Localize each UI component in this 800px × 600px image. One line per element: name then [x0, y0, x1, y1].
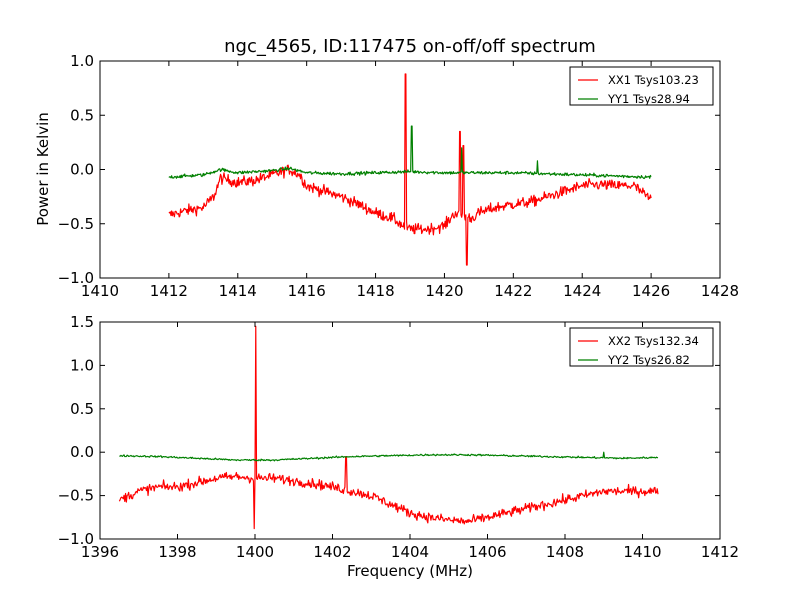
x-tick-label: 1404	[391, 543, 429, 561]
x-axis-label: Frequency (MHz)	[347, 562, 473, 580]
chart-title: ngc_4565, ID:117475 on-off/off spectrum	[224, 36, 596, 57]
y-tick-label: 0.5	[70, 106, 94, 124]
legend-entry-label: XX2 Tsys132.34	[608, 334, 699, 348]
series-line-yy2-tsys26-82	[119, 451, 659, 462]
legend-entry-label: YY2 Tsys26.82	[607, 353, 690, 367]
series-line-yy1-tsys28-94	[168, 125, 652, 180]
y-tick-label: −0.5	[58, 487, 94, 505]
x-tick-label: 1426	[632, 282, 670, 300]
x-tick-label: 1412	[701, 543, 739, 561]
top-panel: 1410 1412 1414 1416 1418 1420 1422 1424 1426 1428…	[58, 52, 740, 300]
x-tick-label: 1422	[494, 282, 532, 300]
y-tick-label: 0.5	[70, 400, 94, 418]
y-tick-label: 1.5	[70, 313, 94, 331]
y-tick-label: −1.0	[58, 269, 94, 287]
legend-entry-label: XX1 Tsys103.23	[608, 73, 699, 87]
x-tick-label: 1424	[563, 282, 601, 300]
series-line-xx1-tsys103-23	[168, 73, 652, 266]
x-tick-label: 1418	[356, 282, 394, 300]
x-tick-label: 1414	[219, 282, 257, 300]
y-tick-label: −0.5	[58, 215, 94, 233]
x-tick-label: 1416	[288, 282, 326, 300]
bottom-panel: 1396 1398 1400 1402 1404 1406 1408 1410 1412 −1.0…	[58, 313, 740, 561]
y-tick-label: 0.0	[70, 161, 94, 179]
legend: XX2 Tsys132.34 YY2 Tsys26.82	[569, 327, 714, 367]
x-tick-label: 1396	[81, 543, 119, 561]
x-tick-label: 1428	[701, 282, 739, 300]
x-tick-label: 1410	[81, 282, 119, 300]
y-tick-label: −1.0	[58, 530, 94, 548]
x-tick-label: 1410	[623, 543, 661, 561]
x-tick-label: 1398	[158, 543, 196, 561]
y-axis-label: Power in Kelvin	[34, 112, 52, 226]
x-tick-label: 1400	[236, 543, 274, 561]
x-tick-label: 1402	[313, 543, 351, 561]
series-line-xx2-tsys132-34	[118, 325, 659, 530]
y-tick-label: 1.0	[70, 52, 94, 70]
y-tick-label: 0.0	[70, 443, 94, 461]
legend: XX1 Tsys103.23 YY1 Tsys28.94	[569, 66, 714, 106]
x-tick-label: 1420	[425, 282, 463, 300]
legend-entry-label: YY1 Tsys28.94	[607, 92, 690, 106]
y-tick-label: 1.0	[70, 356, 94, 374]
x-tick-label: 1412	[150, 282, 188, 300]
x-tick-label: 1408	[546, 543, 584, 561]
x-tick-label: 1406	[468, 543, 506, 561]
